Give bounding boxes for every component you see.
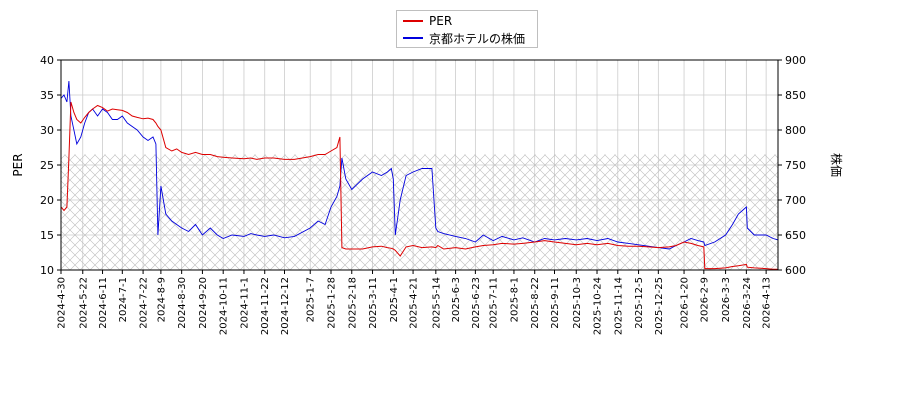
- tick-label-x: 2024-5-22: [78, 277, 89, 329]
- tick-label-x: 2025-2-18: [347, 277, 358, 329]
- tick-label-x: 2025-9-11: [550, 277, 561, 329]
- tick-label-x: 2024-7-1: [118, 277, 129, 322]
- legend-label-price: 京都ホテルの株価: [429, 31, 526, 46]
- tick-label-x: 2024-11-1: [239, 277, 250, 329]
- tick-label-right: 800: [785, 124, 806, 137]
- tick-label-x: 2024-12-12: [280, 277, 291, 335]
- tick-label-x: 2026-3-3: [721, 277, 732, 322]
- tick-label-right: 750: [785, 159, 806, 172]
- tick-label-left: 40: [40, 54, 54, 67]
- left-axis: 10 15 20 25 30 35 40: [40, 54, 61, 277]
- legend: PER 京都ホテルの株価: [396, 10, 538, 48]
- legend-swatch-per: [403, 20, 423, 22]
- tick-label-x: 2024-8-9: [156, 277, 167, 322]
- tick-label-right: 850: [785, 89, 806, 102]
- hatched-band: [61, 154, 778, 270]
- tick-label-x: 2026-1-20: [680, 277, 691, 329]
- right-axis: 600 650 700 750 800 850 900: [778, 54, 806, 277]
- legend-label-per: PER: [429, 14, 453, 28]
- tick-label-left: 15: [40, 229, 54, 242]
- tick-label-right: 900: [785, 54, 806, 67]
- tick-label-x: 2025-6-23: [471, 277, 482, 329]
- tick-label-right: 650: [785, 229, 806, 242]
- tick-label-x: 2025-7-11: [489, 277, 500, 329]
- tick-label-x: 2025-3-11: [368, 277, 379, 329]
- tick-label-x: 2024-11-22: [260, 277, 271, 335]
- tick-label-x: 2025-12-5: [634, 277, 645, 329]
- tick-label-x: 2025-5-14: [431, 277, 442, 329]
- series-layer: [61, 80, 778, 270]
- y-axis-label-right: 株価: [829, 153, 844, 177]
- tick-label-x: 2025-8-22: [530, 277, 541, 329]
- tick-label-x: 2025-12-25: [654, 277, 665, 335]
- tick-label-x: 2024-7-22: [139, 277, 150, 329]
- tick-label-right: 600: [785, 264, 806, 277]
- tick-label-x: 2024-6-11: [98, 277, 109, 329]
- tick-label-left: 35: [40, 89, 54, 102]
- y-axis-label-left: PER: [11, 153, 25, 176]
- tick-label-x: 2026-2-9: [699, 277, 710, 322]
- series-line-per: [61, 101, 778, 270]
- tick-label-x: 2025-11-14: [613, 277, 624, 335]
- tick-label-x: 2025-4-21: [409, 277, 420, 329]
- tick-label-x: 2025-6-3: [451, 277, 462, 322]
- legend-item-price: 京都ホテルの株価: [403, 30, 525, 46]
- tick-label-x: 2024-8-30: [177, 277, 188, 329]
- tick-label-x: 2025-10-24: [593, 277, 604, 335]
- tick-label-x: 2025-1-28: [326, 277, 337, 329]
- legend-swatch-price: [403, 37, 423, 39]
- tick-label-x: 2025-8-1: [509, 277, 520, 322]
- tick-label-left: 10: [40, 264, 54, 277]
- legend-item-per: PER: [403, 13, 452, 29]
- tick-label-x: 2024-10-11: [219, 277, 230, 335]
- tick-label-left: 20: [40, 194, 54, 207]
- tick-label-x: 2024-4-30: [57, 277, 68, 329]
- tick-label-left: 25: [40, 159, 54, 172]
- x-axis: 2024-4-30 2024-5-22 2024-6-11 2024-7-1 2024-…: [57, 270, 773, 335]
- tick-label-x: 2026-3-24: [742, 277, 753, 329]
- tick-label-x: 2025-4-1: [389, 277, 400, 322]
- tick-label-x: 2026-4-13: [762, 277, 773, 329]
- tick-label-x: 2025-1-7: [306, 277, 317, 322]
- tick-label-left: 30: [40, 124, 54, 137]
- tick-label-x: 2025-10-3: [572, 277, 583, 329]
- tick-label-x: 2024-9-20: [198, 277, 209, 329]
- tick-label-right: 700: [785, 194, 806, 207]
